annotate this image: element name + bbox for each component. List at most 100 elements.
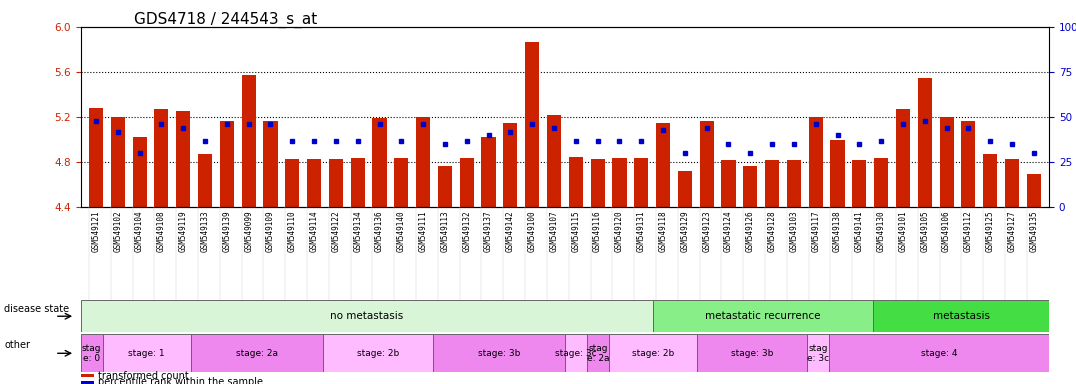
Bar — [438, 166, 452, 207]
Text: stage: 2b: stage: 2b — [357, 349, 399, 358]
Text: GSM549135: GSM549135 — [1030, 210, 1038, 252]
Text: GSM549131: GSM549131 — [637, 210, 646, 252]
Text: GSM549109: GSM549109 — [266, 210, 275, 252]
Bar — [307, 159, 321, 207]
Text: metastasis: metastasis — [933, 311, 990, 321]
Bar — [372, 118, 386, 207]
Bar — [525, 41, 539, 207]
Text: metastatic recurrence: metastatic recurrence — [705, 311, 821, 321]
Bar — [323, 334, 433, 372]
Bar — [918, 78, 932, 207]
Text: GSM549133: GSM549133 — [200, 210, 210, 252]
Bar — [190, 334, 323, 372]
Text: GSM549122: GSM549122 — [331, 210, 340, 252]
Bar — [653, 300, 873, 332]
Bar — [459, 158, 473, 207]
Text: percentile rank within the sample: percentile rank within the sample — [98, 377, 263, 384]
Text: GSM549142: GSM549142 — [506, 210, 515, 252]
Bar — [721, 160, 736, 207]
Text: stage: 1: stage: 1 — [128, 349, 165, 358]
Bar — [609, 334, 697, 372]
Text: GSM549101: GSM549101 — [898, 210, 907, 252]
Text: GSM549105: GSM549105 — [920, 210, 930, 252]
Bar — [983, 154, 997, 207]
Bar — [634, 158, 649, 207]
Text: stage: 3b: stage: 3b — [478, 349, 520, 358]
Bar — [81, 300, 653, 332]
Text: GSM549119: GSM549119 — [179, 210, 187, 252]
Bar — [744, 166, 758, 207]
Text: GSM549120: GSM549120 — [614, 210, 624, 252]
Text: stage: 4: stage: 4 — [921, 349, 958, 358]
Bar — [241, 75, 256, 207]
Bar — [351, 158, 365, 207]
Bar — [1005, 159, 1019, 207]
Text: GSM549111: GSM549111 — [419, 210, 427, 252]
Bar — [481, 137, 496, 207]
Bar — [1027, 174, 1040, 207]
Bar — [547, 115, 561, 207]
Text: GSM549127: GSM549127 — [1007, 210, 1017, 252]
Text: GSM549103: GSM549103 — [790, 210, 798, 252]
Bar — [852, 160, 866, 207]
Text: GSM549123: GSM549123 — [703, 210, 711, 252]
Text: stage: 2a: stage: 2a — [236, 349, 278, 358]
Bar — [939, 117, 953, 207]
Text: GSM549136: GSM549136 — [376, 210, 384, 252]
Text: GSM549134: GSM549134 — [353, 210, 363, 252]
Bar — [81, 334, 102, 372]
Bar — [874, 158, 889, 207]
Text: GSM549140: GSM549140 — [397, 210, 406, 252]
Text: no metastasis: no metastasis — [330, 311, 404, 321]
Bar — [285, 159, 299, 207]
Text: other: other — [4, 340, 30, 350]
Text: GSM549107: GSM549107 — [550, 210, 558, 252]
Bar — [831, 140, 845, 207]
Text: GSM549100: GSM549100 — [527, 210, 537, 252]
Text: GSM549139: GSM549139 — [223, 210, 231, 252]
Bar — [102, 334, 190, 372]
Bar — [569, 157, 583, 207]
Text: GSM549126: GSM549126 — [746, 210, 754, 252]
Bar — [433, 334, 565, 372]
Text: GSM549128: GSM549128 — [767, 210, 777, 252]
Text: GSM549115: GSM549115 — [571, 210, 580, 252]
Bar — [111, 117, 125, 207]
Bar — [896, 109, 910, 207]
Bar — [591, 159, 605, 207]
Bar — [416, 117, 430, 207]
Text: stag
e: 0: stag e: 0 — [82, 344, 101, 363]
Bar — [329, 159, 343, 207]
Bar — [394, 158, 409, 207]
Bar — [678, 171, 692, 207]
Text: GSM549124: GSM549124 — [724, 210, 733, 252]
Bar — [656, 123, 670, 207]
Bar — [697, 334, 807, 372]
Bar — [504, 123, 518, 207]
Text: GSM549137: GSM549137 — [484, 210, 493, 252]
Bar — [829, 334, 1049, 372]
Bar — [176, 111, 190, 207]
Text: GSM549125: GSM549125 — [986, 210, 994, 252]
Text: stage: 3b: stage: 3b — [731, 349, 774, 358]
Bar — [154, 109, 169, 207]
Bar — [612, 158, 626, 207]
Text: stage: 3c: stage: 3c — [555, 349, 597, 358]
Bar — [220, 121, 233, 207]
Bar — [807, 334, 829, 372]
Text: GSM549129: GSM549129 — [680, 210, 690, 252]
Bar — [264, 121, 278, 207]
Text: disease state: disease state — [4, 304, 69, 314]
Bar — [586, 334, 609, 372]
Bar — [809, 117, 823, 207]
Bar — [198, 154, 212, 207]
Text: GSM549099: GSM549099 — [244, 210, 253, 252]
Text: GSM549104: GSM549104 — [136, 210, 144, 252]
Text: GSM549102: GSM549102 — [113, 210, 123, 252]
Text: GSM549114: GSM549114 — [310, 210, 318, 252]
Text: transformed count: transformed count — [98, 371, 188, 381]
Bar — [961, 121, 976, 207]
Text: GSM549118: GSM549118 — [659, 210, 667, 252]
Bar — [565, 334, 586, 372]
Text: stage: 2b: stage: 2b — [632, 349, 674, 358]
